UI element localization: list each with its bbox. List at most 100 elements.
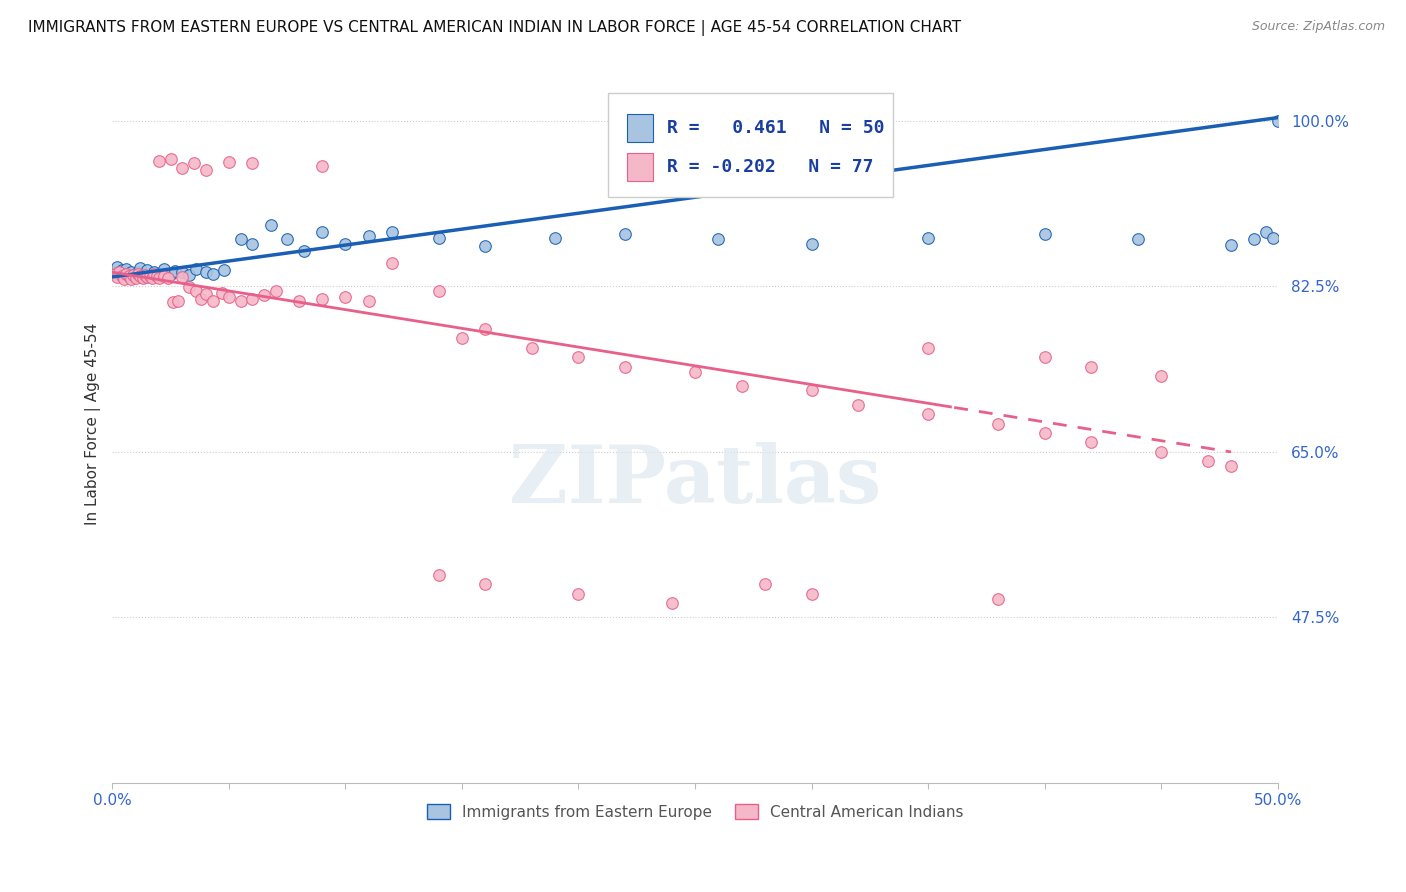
Point [474, 577, 496, 591]
FancyBboxPatch shape [627, 153, 652, 180]
Point [157, 271, 180, 285]
Point [104, 265, 127, 279]
Point [134, 268, 156, 282]
Point [105, 260, 128, 275]
FancyBboxPatch shape [627, 114, 652, 142]
Point [125, 271, 148, 285]
Legend: Immigrants from Eastern Europe, Central American Indians: Immigrants from Eastern Europe, Central … [420, 797, 970, 826]
Point [427, 568, 450, 582]
Point [311, 225, 333, 239]
Point [427, 284, 450, 298]
Point [111, 268, 134, 283]
Point [165, 264, 187, 278]
Point [159, 152, 181, 166]
Text: Source: ZipAtlas.com: Source: ZipAtlas.com [1251, 20, 1385, 33]
Point [194, 163, 217, 178]
Point [1150, 369, 1173, 384]
Text: IMMIGRANTS FROM EASTERN EUROPE VS CENTRAL AMERICAN INDIAN IN LABOR FORCE | AGE 4: IMMIGRANTS FROM EASTERN EUROPE VS CENTRA… [28, 20, 962, 36]
Point [134, 269, 156, 284]
Point [1261, 231, 1284, 245]
Point [292, 244, 315, 259]
Point [166, 293, 188, 308]
Point [141, 271, 163, 285]
Point [451, 331, 474, 345]
Point [567, 351, 589, 365]
Point [201, 267, 224, 281]
Text: ZIPatlas: ZIPatlas [509, 442, 882, 520]
Point [136, 269, 159, 284]
Point [112, 267, 135, 281]
Point [183, 156, 205, 170]
Point [1033, 425, 1056, 440]
Point [1033, 227, 1056, 242]
Point [127, 265, 149, 279]
Point [229, 232, 252, 246]
Point [520, 341, 543, 355]
Point [104, 267, 127, 281]
Point [1150, 445, 1173, 459]
Point [800, 384, 823, 398]
Point [661, 596, 683, 610]
Point [1197, 454, 1219, 468]
Point [194, 265, 217, 279]
Point [683, 365, 706, 379]
Point [917, 407, 939, 421]
Point [730, 378, 752, 392]
Y-axis label: In Labor Force | Age 45-54: In Labor Force | Age 45-54 [86, 322, 101, 524]
Point [357, 229, 380, 244]
Point [131, 268, 153, 282]
Point [152, 262, 174, 277]
Point [1267, 113, 1289, 128]
Point [129, 268, 152, 283]
Point [179, 268, 201, 282]
Point [111, 263, 134, 277]
Point [335, 236, 357, 251]
Text: R = -0.202   N = 77: R = -0.202 N = 77 [666, 158, 873, 176]
Point [1080, 435, 1102, 450]
Point [800, 587, 823, 601]
FancyBboxPatch shape [607, 93, 893, 197]
Point [112, 272, 135, 286]
Point [115, 262, 138, 277]
Point [148, 271, 170, 285]
Point [201, 293, 224, 308]
Point [427, 231, 450, 245]
Point [118, 268, 141, 283]
Point [381, 256, 404, 270]
Point [136, 263, 159, 277]
Point [125, 267, 148, 281]
Point [120, 272, 142, 286]
Point [108, 267, 131, 281]
Point [131, 271, 153, 285]
Point [917, 231, 939, 245]
Point [127, 267, 149, 281]
Point [474, 238, 496, 252]
Point [311, 159, 333, 173]
Point [288, 293, 311, 308]
Point [129, 261, 152, 276]
Point [159, 267, 181, 281]
Point [240, 156, 263, 170]
Point [1243, 232, 1265, 246]
Point [800, 236, 823, 251]
Point [108, 265, 131, 279]
Point [122, 268, 145, 282]
Point [846, 398, 869, 412]
Point [754, 577, 776, 591]
Point [105, 269, 128, 284]
Point [122, 269, 145, 284]
Point [214, 263, 236, 277]
Point [118, 268, 141, 283]
Point [987, 591, 1010, 606]
Point [707, 232, 730, 246]
Point [1254, 226, 1277, 240]
Point [381, 226, 404, 240]
Point [211, 285, 233, 300]
Point [138, 268, 160, 283]
Point [276, 232, 298, 246]
Point [186, 262, 208, 277]
Point [987, 417, 1010, 431]
Point [253, 288, 276, 302]
Point [567, 587, 589, 601]
Point [148, 153, 170, 168]
